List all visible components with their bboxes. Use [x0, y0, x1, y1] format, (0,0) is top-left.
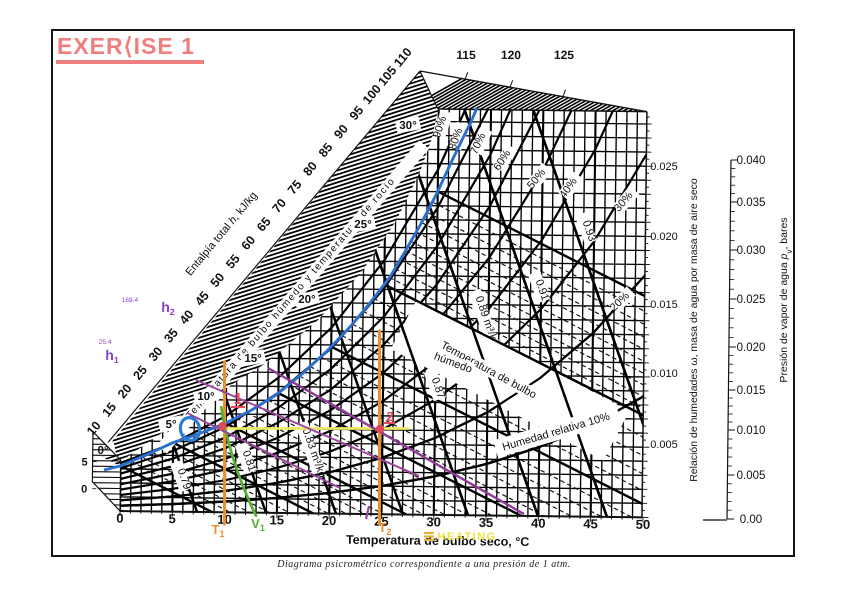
svg-text:0.005: 0.005: [650, 439, 678, 451]
svg-text:50: 50: [636, 517, 651, 532]
svg-text:HEATING: HEATING: [437, 531, 496, 543]
svg-text:85: 85: [316, 140, 336, 160]
svg-text:5: 5: [81, 457, 87, 469]
svg-text:75: 75: [285, 177, 305, 197]
svg-text:5: 5: [169, 511, 176, 526]
svg-text:70: 70: [270, 196, 290, 216]
svg-text:105: 105: [375, 63, 399, 88]
svg-text:0.005: 0.005: [737, 470, 766, 482]
svg-text:Temperatura de bulbo seco, °C: Temperatura de bulbo seco, °C: [346, 533, 529, 549]
svg-text:65: 65: [254, 215, 274, 235]
svg-text:0.030: 0.030: [737, 245, 766, 257]
svg-text:55: 55: [223, 252, 243, 272]
svg-text:0.040: 0.040: [737, 155, 766, 167]
svg-text:V1: V1: [251, 516, 265, 533]
svg-text:25°: 25°: [354, 219, 372, 231]
svg-text:95: 95: [347, 103, 367, 123]
svg-text:h1: h1: [105, 347, 119, 365]
svg-text:30°: 30°: [399, 120, 417, 132]
svg-text:15: 15: [269, 512, 284, 527]
svg-text:20: 20: [115, 381, 135, 401]
svg-text:80: 80: [300, 159, 320, 179]
svg-text:100: 100: [360, 82, 384, 107]
svg-text:0.015: 0.015: [737, 385, 766, 397]
svg-text:2: 2: [386, 409, 393, 424]
svg-text:25: 25: [130, 363, 150, 383]
svg-text:110: 110: [391, 45, 415, 69]
svg-text:0: 0: [116, 510, 123, 525]
svg-text:0.020: 0.020: [650, 231, 678, 243]
svg-text:30: 30: [146, 344, 166, 364]
svg-text:169.4: 169.4: [122, 297, 139, 304]
svg-text:0.010: 0.010: [737, 425, 766, 437]
svg-text:Presión de vapor de agua pv, b: Presión de vapor de agua pv, bares: [778, 217, 794, 382]
svg-text:10°: 10°: [197, 391, 215, 403]
svg-text:0°: 0°: [97, 445, 109, 457]
svg-text:1: 1: [234, 391, 243, 408]
svg-text:35: 35: [479, 515, 494, 530]
svg-text:0.010: 0.010: [650, 368, 678, 380]
svg-text:15: 15: [99, 400, 119, 420]
svg-text:30: 30: [426, 514, 441, 529]
svg-text:115: 115: [456, 48, 476, 62]
svg-text:25.4: 25.4: [99, 339, 112, 346]
svg-text:125: 125: [554, 48, 575, 62]
svg-text:h2: h2: [161, 299, 175, 317]
svg-text:40: 40: [531, 516, 546, 531]
svg-text:T2: T2: [379, 520, 392, 537]
svg-text:20: 20: [322, 513, 337, 528]
svg-text:0.020: 0.020: [737, 342, 766, 354]
svg-text:5°: 5°: [165, 419, 177, 431]
svg-text:60: 60: [239, 233, 259, 253]
svg-text:15°: 15°: [244, 353, 262, 365]
svg-text:0.035: 0.035: [737, 197, 766, 209]
svg-text:50: 50: [208, 270, 228, 290]
svg-text:10: 10: [84, 419, 104, 439]
svg-text:40: 40: [177, 307, 197, 327]
svg-text:90: 90: [331, 122, 351, 142]
svg-text:120: 120: [501, 48, 522, 62]
svg-text:25: 25: [374, 514, 389, 529]
svg-text:35: 35: [161, 326, 181, 346]
svg-text:0.015: 0.015: [650, 299, 678, 311]
svg-text:20°: 20°: [298, 294, 316, 306]
svg-text:45: 45: [583, 516, 598, 531]
svg-text:0.025: 0.025: [650, 161, 678, 173]
svg-text:0.025: 0.025: [737, 294, 766, 306]
svg-text:Relación de humedades ω, masa: Relación de humedades ω, masa de agua po…: [688, 178, 700, 482]
svg-text:0: 0: [81, 484, 87, 496]
svg-text:45: 45: [192, 289, 212, 309]
svg-text:0.00: 0.00: [740, 514, 762, 526]
